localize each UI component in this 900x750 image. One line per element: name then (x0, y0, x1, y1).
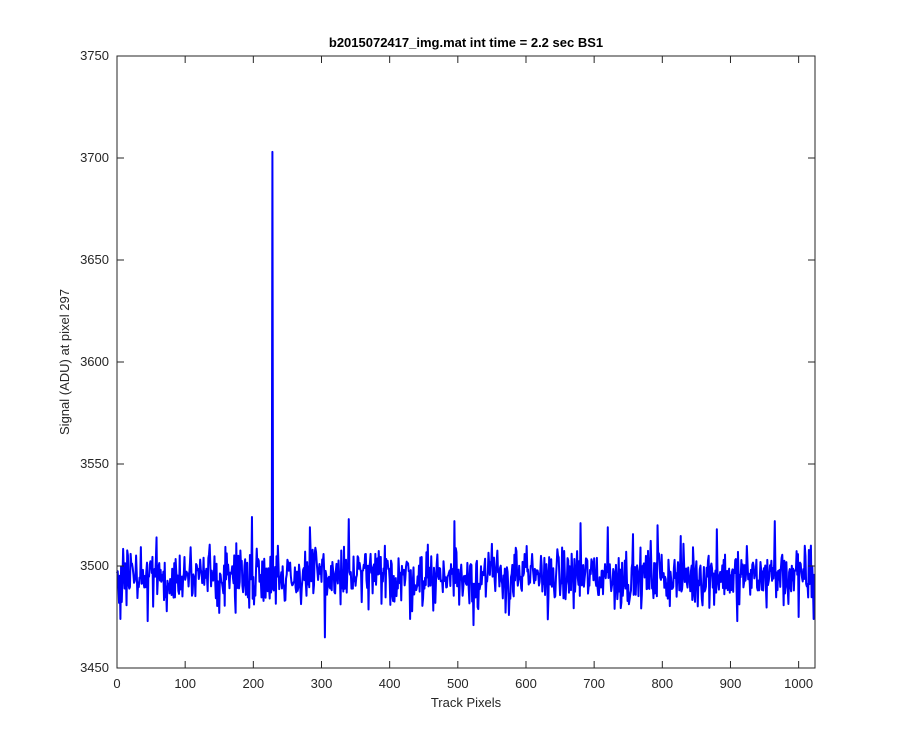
y-axis-label: Signal (ADU) at pixel 297 (57, 289, 72, 435)
chart-title: b2015072417_img.mat int time = 2.2 sec B… (329, 35, 603, 50)
y-tick-label: 3550 (80, 456, 109, 471)
x-tick-label: 400 (379, 676, 401, 691)
y-tick-label: 3650 (80, 252, 109, 267)
y-tick-label: 3600 (80, 354, 109, 369)
y-tick-label: 3750 (80, 48, 109, 63)
x-axis-label: Track Pixels (431, 695, 502, 710)
x-tick-label: 300 (311, 676, 333, 691)
y-tick-label: 3500 (80, 558, 109, 573)
axes-box (116, 55, 816, 669)
x-tick-label: 800 (651, 676, 673, 691)
x-tick-label: 500 (447, 676, 469, 691)
signal-line (116, 150, 816, 639)
x-tick-label: 600 (515, 676, 537, 691)
x-tick-label: 900 (720, 676, 742, 691)
ticks-group: 0 100 200 300 400 500 600 700 800 900 1000 3450 3500… (80, 48, 815, 691)
x-tick-label: 0 (113, 676, 120, 691)
x-tick-label: 700 (583, 676, 605, 691)
x-tick-label: 1000 (784, 676, 813, 691)
x-tick-label: 200 (242, 676, 264, 691)
x-tick-label: 100 (174, 676, 196, 691)
y-tick-label: 3450 (80, 660, 109, 675)
y-tick-label: 3700 (80, 150, 109, 165)
series-group (116, 150, 816, 639)
